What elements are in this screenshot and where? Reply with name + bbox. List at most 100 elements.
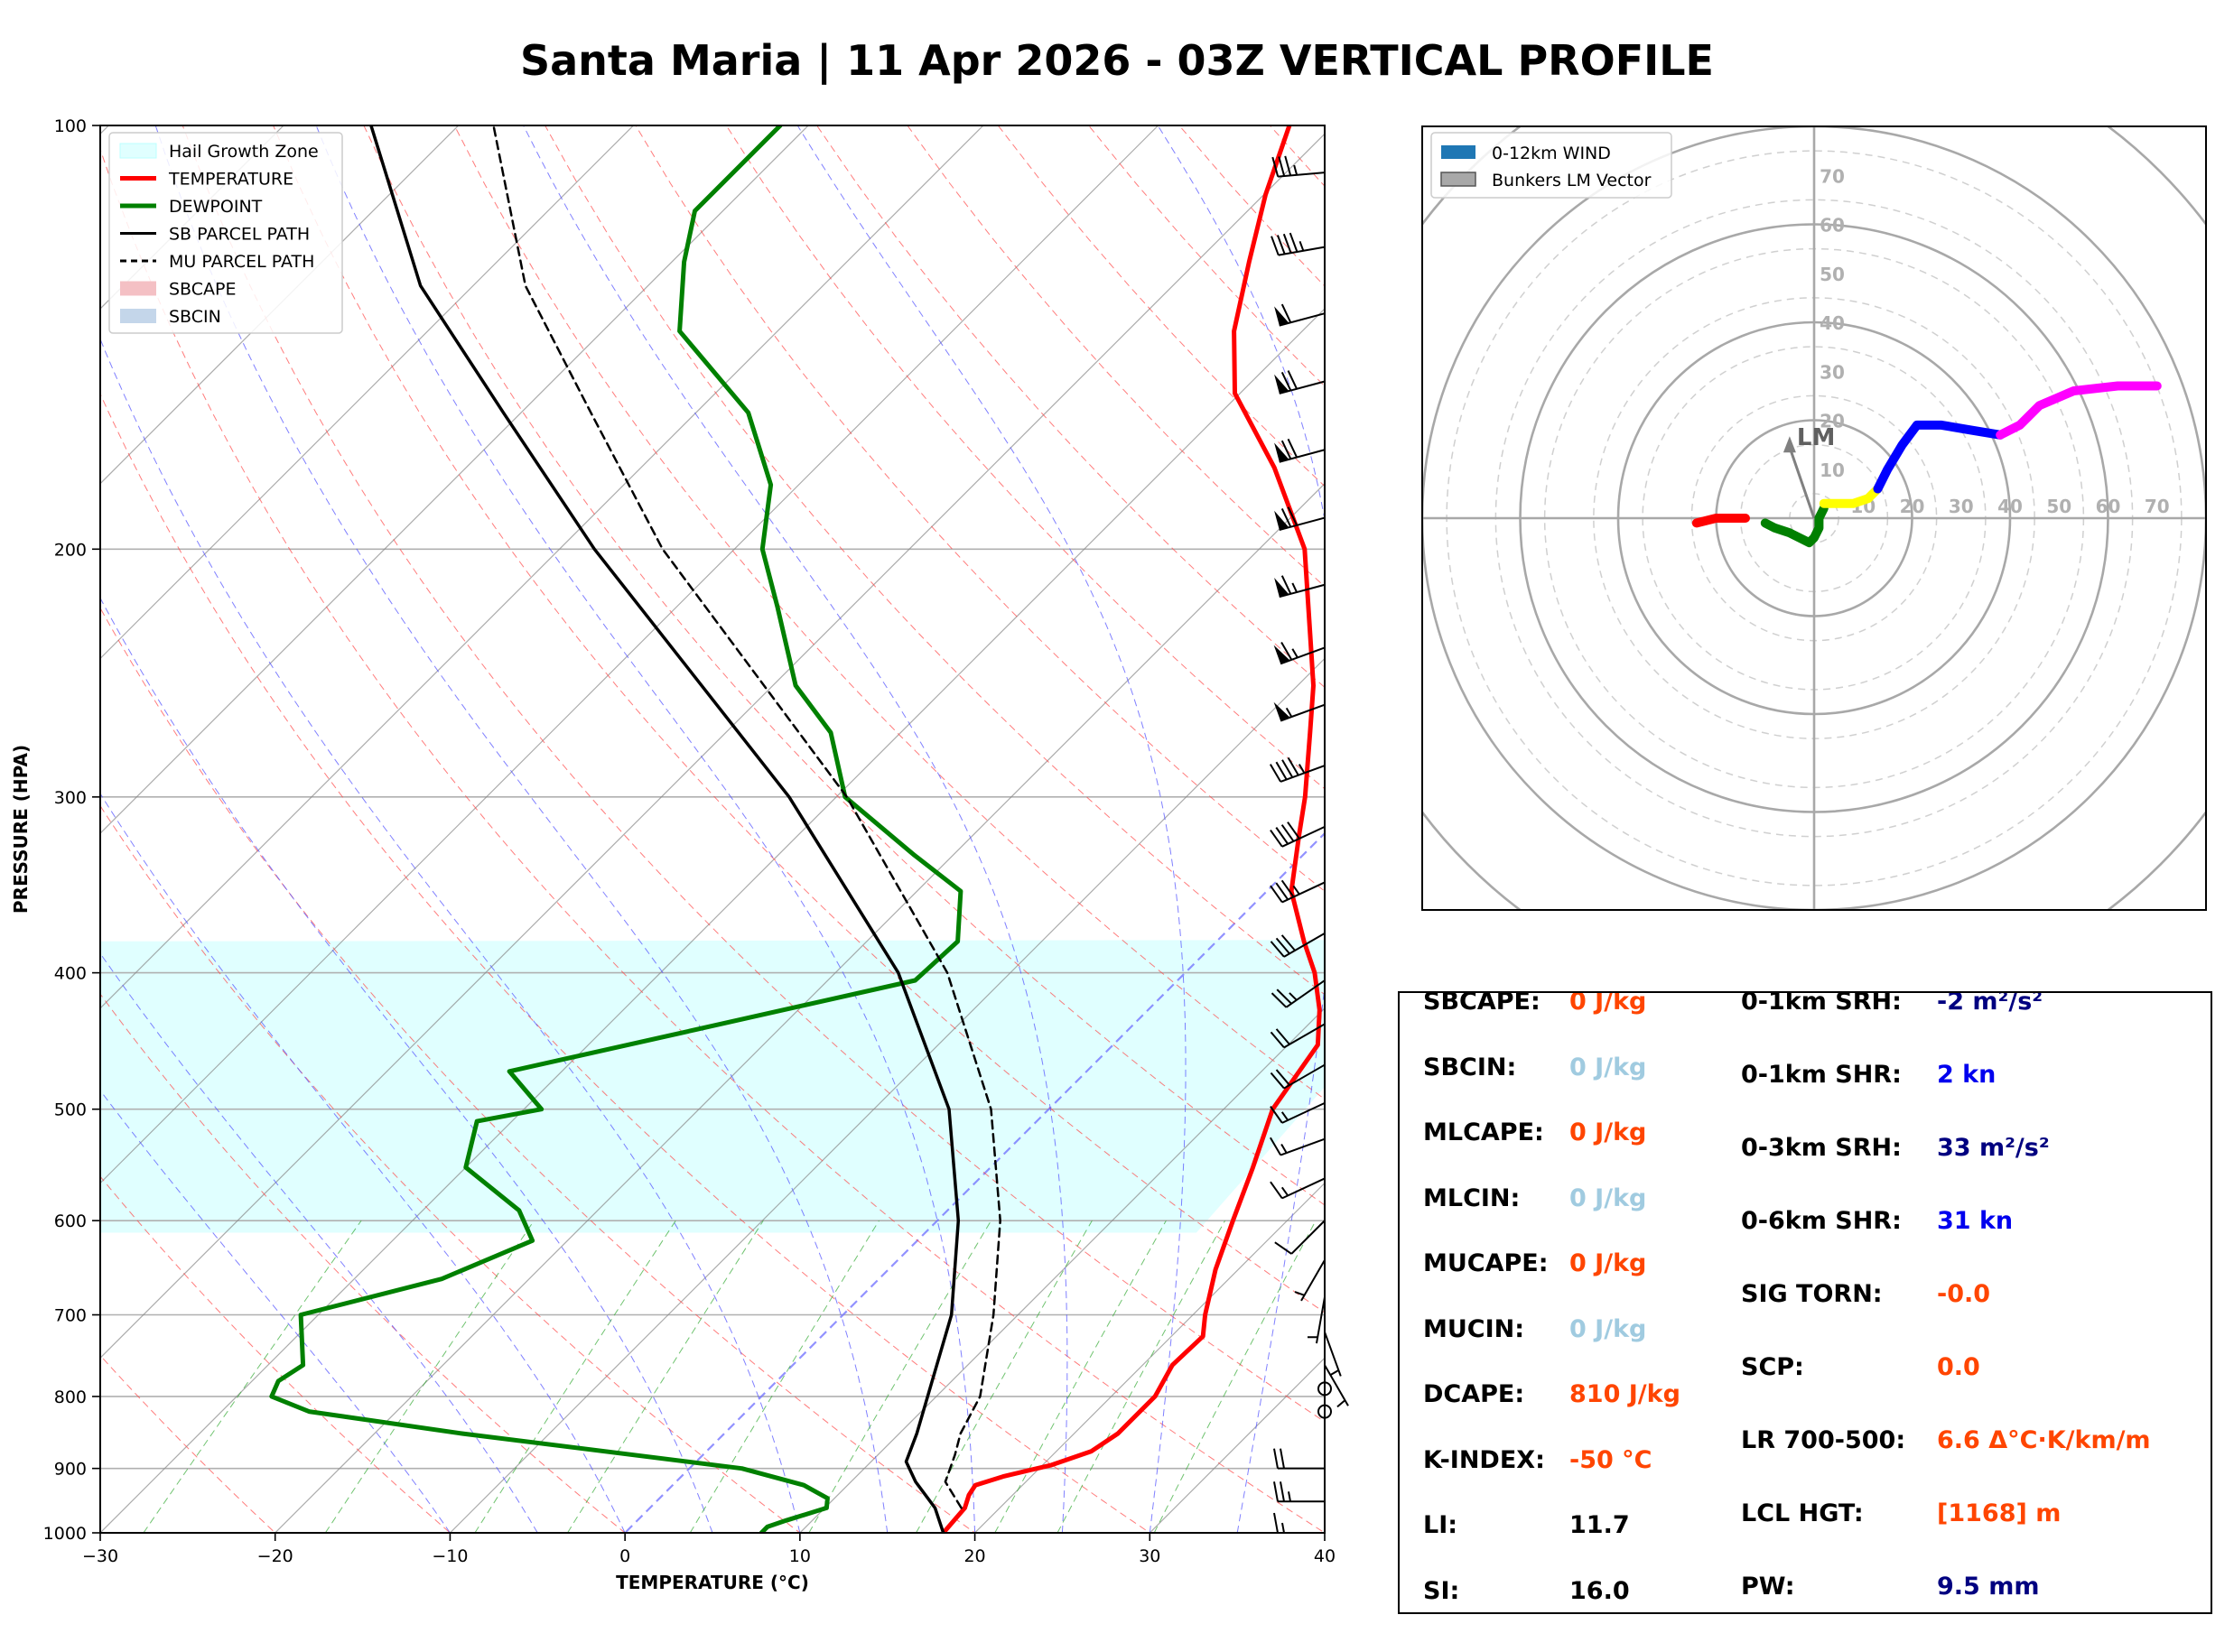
barb-shaft (1285, 979, 1326, 1008)
wind-barb (1274, 303, 1326, 327)
barb-flag (1289, 232, 1299, 253)
index-value: 31 kn (1937, 1207, 2014, 1235)
barb-half-flag (1291, 582, 1298, 593)
y-tick-label: 800 (54, 1387, 87, 1407)
index-value: -2 m²/s² (1937, 991, 2043, 1016)
barb-flag (1271, 236, 1280, 256)
legend-label: Hail Growth Zone (169, 142, 319, 162)
mixing-ratio-line (994, 1220, 1167, 1533)
hodo-ring-label-x: 20 (1900, 496, 1925, 517)
barb-pennant (1274, 578, 1289, 598)
wind-barb (1273, 701, 1326, 722)
bunkers-lm-label: LM (1797, 424, 1835, 451)
hodo-ring-label-x: 60 (2096, 496, 2121, 517)
sb-parcel-path-line (369, 125, 961, 1533)
barb-half-flag (1280, 1111, 1289, 1121)
barb-shaft (1280, 1137, 1326, 1156)
index-value: 0.0 (1937, 1353, 1980, 1381)
index-value: 0 J/kg (1569, 991, 1647, 1016)
isotherm-line (799, 1007, 1325, 1533)
y-axis-label: PRESSURE (HPA) (10, 745, 32, 914)
barb-flag (1280, 303, 1292, 323)
isotherm-line (449, 657, 1325, 1533)
legend-label: SBCAPE (169, 280, 237, 300)
index-label: LI: (1423, 1511, 1458, 1539)
isotherm-line (623, 831, 1325, 1533)
barb-pennant (1273, 701, 1290, 721)
chart-title: Santa Maria | 11 Apr 2026 - 03Z VERTICAL… (520, 36, 1714, 85)
barb-shaft (1280, 765, 1326, 783)
barb-flag (1269, 764, 1281, 783)
mixing-ratio-line (689, 1220, 880, 1533)
barb-flag (1270, 1181, 1283, 1199)
barb-half-flag (1291, 648, 1299, 658)
hodo-legend-label: Bunkers LM Vector (1492, 171, 1652, 190)
dry-adiabat-line (273, 125, 1325, 1313)
isotherm-line (100, 133, 1325, 1360)
wind-barb (1270, 1177, 1326, 1200)
barb-shaft (1281, 1177, 1326, 1200)
barb-flag (1273, 1481, 1279, 1502)
legend-label: MU PARCEL PATH (169, 252, 314, 272)
index-value: 11.7 (1569, 1511, 1630, 1539)
wind-barb (1308, 1296, 1326, 1344)
dry-adiabat-line (363, 125, 1325, 1206)
skew-t-frame (99, 125, 1326, 1534)
barb-flag (1287, 506, 1298, 526)
temperature-line (941, 125, 1322, 1533)
barb-shaft (1281, 825, 1326, 848)
barb-half-flag (1298, 764, 1306, 774)
moist-adiabat-line (1157, 125, 1325, 1533)
mixing-ratio-line (916, 1220, 1093, 1533)
index-value: 33 m²/s² (1937, 1134, 2050, 1162)
barb-half-flag (1289, 992, 1298, 1001)
barb-half-flag (1294, 1291, 1305, 1296)
isotherm-line (100, 125, 984, 1009)
barb-shaft (1324, 1332, 1342, 1377)
barb-flag (1271, 156, 1280, 177)
barb-shaft (1283, 933, 1326, 958)
index-label: LR 700-500: (1741, 1426, 1906, 1454)
dry-adiabat-line (100, 1175, 451, 1533)
mu-parcel-path-line (492, 125, 1001, 1509)
barb-half-flag (1285, 707, 1293, 718)
hodo-legend-label: 0-12km WIND (1492, 144, 1611, 163)
mixing-ratio-line (324, 1220, 535, 1533)
wind-barb (1273, 1512, 1325, 1534)
hodo-ring-label-x: 40 (1997, 496, 2023, 517)
barb-flag (1280, 879, 1295, 898)
barb-flag (1276, 988, 1292, 1005)
index-value: -50 °C (1569, 1445, 1652, 1474)
barb-flag (1280, 1481, 1285, 1502)
index-value: 6.6 Δ°C·K/km/m (1937, 1426, 2151, 1454)
skew-t-legend: Hail Growth Zone TEMPERATURE DEWPOINT SB PA… (108, 132, 343, 334)
index-label: MLCIN: (1423, 1183, 1521, 1212)
barb-flag (1271, 992, 1288, 1008)
wind-barb (1294, 1259, 1326, 1302)
barb-half-flag (1288, 1491, 1291, 1502)
legend-box (108, 132, 343, 334)
barb-shaft (1280, 646, 1326, 665)
moist-adiabat-line (523, 125, 1068, 1533)
x-tick-label: 0 (619, 1546, 630, 1566)
moist-adiabat-line (796, 125, 1187, 1533)
wind-barb (1274, 370, 1326, 394)
y-tick-label: 900 (54, 1460, 87, 1480)
barb-pennant (1273, 645, 1290, 664)
dry-adiabat-line (182, 125, 1325, 1423)
x-axis-label: TEMPERATURE (°C) (616, 1572, 809, 1593)
hail-growth-zone-fill (100, 940, 1325, 1233)
moist-adiabat-line (100, 338, 801, 1533)
barb-shaft (1278, 246, 1326, 256)
hodo-ring-label-y: 20 (1820, 411, 1845, 432)
legend-swatch-sbcin (120, 309, 156, 323)
wind-barb (1270, 821, 1326, 848)
index-label: 0-3km SRH: (1741, 1134, 1902, 1162)
barb-flag (1273, 1448, 1279, 1469)
hodo-legend-box (1430, 132, 1672, 199)
legend-swatch-hail (119, 143, 157, 159)
barb-shaft (1279, 312, 1326, 327)
x-tick-label: −30 (82, 1546, 118, 1566)
barb-shaft (1324, 1364, 1349, 1406)
